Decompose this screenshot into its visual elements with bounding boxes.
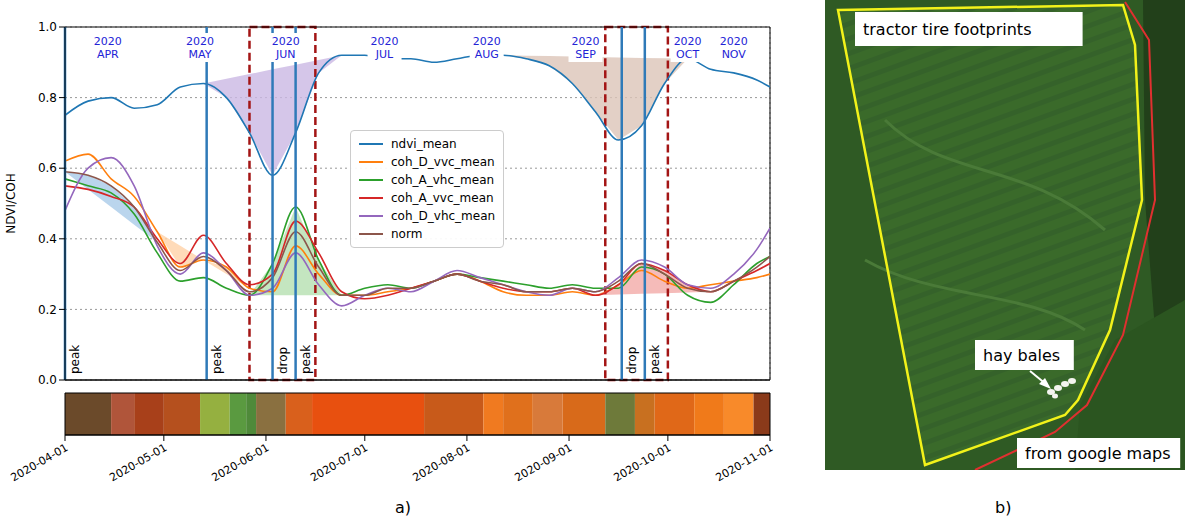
svg-text:2020-10-01: 2020-10-01: [611, 441, 673, 484]
svg-text:2020: 2020: [272, 35, 300, 48]
svg-text:2020-07-01: 2020-07-01: [308, 441, 370, 484]
html-text:norm: norm: [391, 227, 423, 241]
svg-text:AUG: AUG: [475, 48, 499, 61]
svg-text:peak: peak: [299, 345, 313, 374]
svg-text:NOV: NOV: [722, 48, 747, 61]
html-text:coh_A_vhc_mean: coh_A_vhc_mean: [391, 173, 495, 187]
svg-text:tractor tire footprints: tractor tire footprints: [863, 20, 1031, 39]
svg-text:SEP: SEP: [575, 48, 596, 61]
svg-text:1.0: 1.0: [38, 20, 57, 34]
svg-text:APR: APR: [97, 48, 119, 61]
html-text:a): a): [395, 498, 411, 517]
html-text:b): b): [995, 498, 1012, 517]
svg-text:2020-09-01: 2020-09-01: [513, 441, 575, 484]
svg-text:0.0: 0.0: [38, 373, 57, 387]
svg-text:2020-06-01: 2020-06-01: [209, 441, 271, 484]
svg-text:0.2: 0.2: [38, 303, 57, 317]
svg-text:OCT: OCT: [676, 48, 699, 61]
svg-text:0.4: 0.4: [38, 232, 57, 246]
svg-text:2020: 2020: [674, 35, 702, 48]
svg-text:peak: peak: [68, 345, 82, 374]
svg-text:from google maps: from google maps: [1025, 444, 1170, 463]
svg-text:peak: peak: [210, 345, 224, 374]
svg-text:JUL: JUL: [375, 48, 394, 61]
svg-text:JUN: JUN: [275, 48, 296, 61]
html-text:coh_D_vhc_mean: coh_D_vhc_mean: [391, 209, 496, 223]
svg-text:2020: 2020: [473, 35, 501, 48]
svg-text:hay bales: hay bales: [983, 346, 1060, 365]
svg-text:NDVI/COH: NDVI/COH: [4, 173, 18, 234]
svg-text:0.6: 0.6: [38, 161, 57, 175]
html-text:coh_D_vvc_mean: coh_D_vvc_mean: [391, 155, 495, 169]
svg-text:2020: 2020: [94, 35, 122, 48]
svg-text:2020-11-01: 2020-11-01: [714, 441, 776, 484]
svg-text:drop: drop: [276, 347, 290, 374]
svg-text:0.8: 0.8: [38, 91, 57, 105]
svg-text:peak: peak: [648, 345, 662, 374]
svg-text:2020: 2020: [720, 35, 748, 48]
svg-text:MAY: MAY: [189, 48, 212, 61]
svg-text:2020-04-01: 2020-04-01: [9, 441, 71, 484]
svg-text:2020-05-01: 2020-05-01: [107, 441, 169, 484]
svg-text:2020: 2020: [371, 35, 399, 48]
svg-text:drop: drop: [625, 347, 639, 374]
svg-text:2020: 2020: [572, 35, 600, 48]
html-text:coh_A_vvc_mean: coh_A_vvc_mean: [391, 191, 494, 205]
html-text:ndvi_mean: ndvi_mean: [391, 137, 457, 151]
svg-text:2020: 2020: [186, 35, 214, 48]
svg-text:2020-08-01: 2020-08-01: [410, 441, 472, 484]
